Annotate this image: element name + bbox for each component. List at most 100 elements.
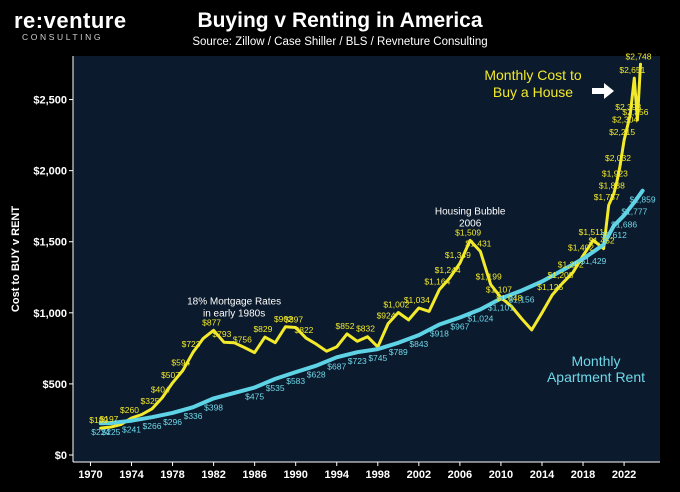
buy-data-label: $877 bbox=[202, 317, 221, 327]
axes: $0 $500 $1,000 $1,500 $2,000 $2,500 1970 1974 19… bbox=[10, 56, 660, 481]
rent-data-label: $336 bbox=[184, 411, 203, 421]
buy-data-label: $189 bbox=[89, 415, 108, 425]
arrow-right-icon bbox=[592, 83, 614, 99]
chart-annotation: 2006 bbox=[459, 219, 482, 230]
buy-data-label: $1,034 bbox=[404, 295, 430, 305]
buy-data-label: $2,032 bbox=[605, 153, 631, 163]
plot-area bbox=[73, 56, 660, 462]
buy-data-label: $902 bbox=[274, 314, 293, 324]
rent-data-label: $225 bbox=[102, 427, 121, 437]
buy-data-label: $594 bbox=[171, 358, 190, 368]
buy-data-label: $1,244 bbox=[435, 265, 461, 275]
logo: re:venture CONSULTING bbox=[14, 8, 127, 43]
x-tick-label: 2022 bbox=[612, 469, 636, 481]
buy-data-label: $1,199 bbox=[476, 272, 502, 282]
rent-data-label: $1,156 bbox=[508, 295, 534, 305]
rent-data-label: $241 bbox=[122, 425, 141, 435]
buy-data-label: $1,125 bbox=[537, 282, 563, 292]
rent-data-label: $1,429 bbox=[580, 256, 606, 266]
rent-data-label: $535 bbox=[266, 383, 285, 393]
rent-data-label: $1,612 bbox=[601, 230, 627, 240]
rent-data-label: $475 bbox=[245, 391, 264, 401]
x-tick-label: 1994 bbox=[324, 469, 349, 481]
buy-data-label: $1,511 bbox=[579, 227, 605, 237]
x-tick-label: 2018 bbox=[571, 469, 595, 481]
buy-data-label: $325 bbox=[141, 396, 160, 406]
rent-data-label: $745 bbox=[368, 353, 387, 363]
buy-data-label: $793 bbox=[212, 329, 231, 339]
rent-data-label: $266 bbox=[143, 421, 162, 431]
buy-data-label: $1,282 bbox=[558, 260, 584, 270]
buy-data-label: $1,452 bbox=[589, 236, 615, 246]
buy-data-label: $507 bbox=[161, 370, 180, 380]
x-tick-label: 1974 bbox=[119, 469, 144, 481]
logo-sub-text: CONSULTING bbox=[22, 32, 104, 42]
logo-main-text: re:venture bbox=[14, 8, 127, 33]
buy-data-label: $2,356 bbox=[622, 107, 648, 117]
chart-annotation: 18% Mortgage Rates bbox=[187, 296, 281, 307]
chart-title: Buying v Renting in America bbox=[197, 9, 483, 32]
chart-annotation: in early 1980s bbox=[203, 308, 265, 319]
x-tick-label: 2006 bbox=[448, 469, 472, 481]
y-tick-label: $1,000 bbox=[33, 308, 67, 320]
y-tick-label: $2,500 bbox=[33, 95, 67, 107]
buy-data-label: $1,002 bbox=[383, 300, 409, 310]
x-tick-label: 1970 bbox=[78, 469, 102, 481]
rent-data-label: $1,024 bbox=[467, 313, 493, 323]
rent-data-label: $1,101 bbox=[488, 302, 514, 312]
rent-data-label: $628 bbox=[307, 370, 326, 380]
series-lines bbox=[98, 62, 645, 430]
buy-data-label: $1,048 bbox=[496, 293, 522, 303]
x-tick-label: 1986 bbox=[242, 469, 266, 481]
buy-data-label: $832 bbox=[356, 324, 375, 334]
rent-data-label: $296 bbox=[163, 417, 182, 427]
buy-data-label: $2,393 bbox=[615, 102, 641, 112]
rent-series-name: Apartment Rent bbox=[547, 369, 645, 385]
rent-data-label: $224 bbox=[91, 427, 110, 437]
rent-data-label: $398 bbox=[204, 402, 223, 412]
buy-data-label: $822 bbox=[294, 325, 313, 335]
x-tick-label: 1998 bbox=[366, 469, 390, 481]
buy-series-name: Monthly Cost to bbox=[484, 67, 581, 83]
buy-data-label: $1,838 bbox=[599, 181, 625, 191]
y-axis-label: Cost to BUY v RENT bbox=[10, 206, 22, 312]
x-tick-label: 2014 bbox=[530, 469, 555, 481]
rent-data-label: $1,859 bbox=[630, 195, 656, 205]
x-tick-label: 1978 bbox=[160, 469, 184, 481]
y-tick-label: $0 bbox=[55, 450, 67, 462]
buy-data-label: $2,748 bbox=[626, 51, 652, 61]
x-tick-label: 1990 bbox=[283, 469, 307, 481]
buy-data-label: $1,349 bbox=[445, 250, 471, 260]
x-tick-label: 1982 bbox=[201, 469, 225, 481]
buy-data-label: $924 bbox=[377, 311, 396, 321]
x-tick-label: 2010 bbox=[489, 469, 513, 481]
buy-data-label: $260 bbox=[120, 405, 139, 415]
rent-line bbox=[98, 188, 645, 426]
chart-subtitle: Source: Zillow / Case Shiller / BLS / Re… bbox=[192, 36, 488, 48]
buy-data-label: $1,208 bbox=[548, 270, 574, 280]
rent-data-label: $1,777 bbox=[621, 206, 647, 216]
rent-data-label: $843 bbox=[409, 339, 428, 349]
buy-data-label: $1,107 bbox=[486, 285, 512, 295]
buy-data-label: $2,651 bbox=[619, 65, 645, 75]
buy-data-label: $723 bbox=[182, 339, 201, 349]
y-tick-label: $500 bbox=[43, 379, 67, 391]
rent-data-label: $967 bbox=[450, 322, 469, 332]
rent-data-label: $1,686 bbox=[611, 219, 637, 229]
buy-data-label: $404 bbox=[151, 385, 170, 395]
rent-data-label: $687 bbox=[327, 361, 346, 371]
y-tick-label: $2,000 bbox=[33, 166, 67, 178]
buy-data-label: $1,509 bbox=[455, 227, 481, 237]
buy-data-label: $829 bbox=[253, 324, 272, 334]
rent-data-label: $789 bbox=[389, 347, 408, 357]
rent-data-label: $918 bbox=[430, 328, 449, 338]
buy-data-label: $852 bbox=[336, 321, 355, 331]
buy-data-label: $897 bbox=[284, 314, 303, 324]
data-labels: $189$197$260$325$404 $507 $594 $723 $877 $793… bbox=[89, 51, 656, 437]
buy-series-name: Buy a House bbox=[493, 84, 573, 100]
buy-data-label: $197 bbox=[100, 414, 119, 424]
x-tick-label: 2002 bbox=[407, 469, 431, 481]
y-tick-label: $1,500 bbox=[33, 237, 67, 249]
